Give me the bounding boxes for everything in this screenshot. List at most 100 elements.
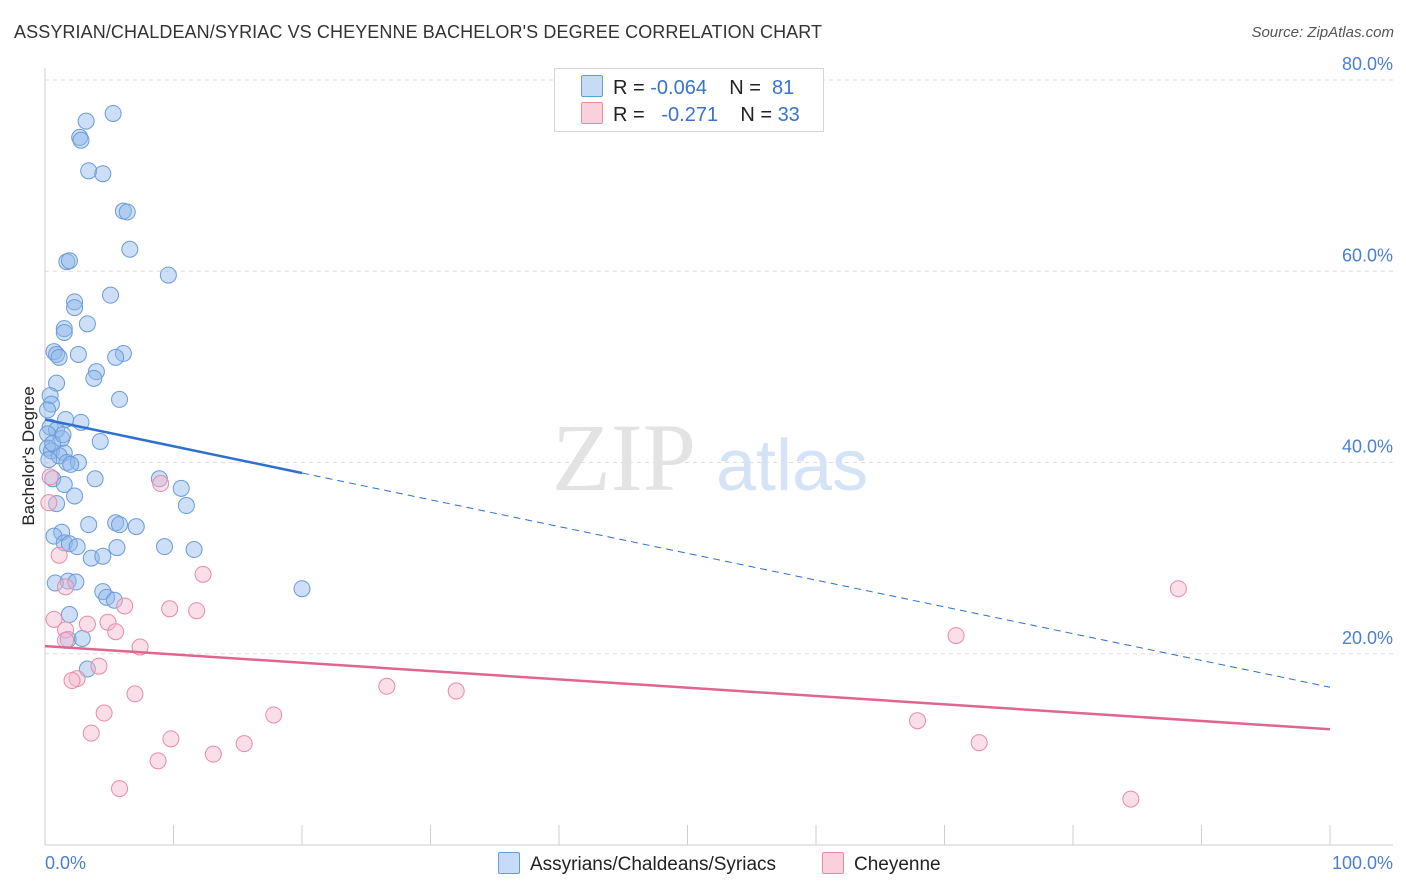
watermark-zip: ZIP — [552, 404, 696, 511]
point-assyrians — [293, 580, 311, 598]
point-cheyenne — [95, 704, 113, 722]
trend-layer — [44, 418, 1331, 731]
point-cheyenne — [41, 468, 59, 486]
point-cheyenne — [90, 657, 108, 675]
point-assyrians — [177, 497, 195, 515]
point-assyrians — [87, 363, 105, 381]
point-assyrians — [111, 390, 129, 408]
point-cheyenne — [107, 623, 125, 641]
source-label: Source: ZipAtlas.com — [1251, 24, 1394, 41]
point-cheyenne — [909, 712, 927, 730]
point-assyrians — [107, 348, 125, 366]
legend-r-label: R = — [613, 77, 645, 99]
point-assyrians — [80, 516, 98, 534]
point-assyrians — [41, 387, 59, 405]
point-assyrians — [50, 348, 68, 366]
trendline-assyrians-solid — [44, 418, 303, 475]
point-cheyenne — [1169, 580, 1187, 598]
point-cheyenne — [378, 677, 396, 695]
point-cheyenne — [57, 578, 75, 596]
point-cheyenne — [162, 730, 180, 748]
bottom-legend-swatch — [822, 852, 844, 874]
point-cheyenne — [126, 685, 144, 703]
x-tick-label-min: 0.0% — [45, 853, 86, 873]
point-assyrians — [39, 401, 57, 419]
point-assyrians — [60, 606, 78, 624]
point-cheyenne — [152, 475, 170, 493]
y-tick-label: 60.0% — [1342, 245, 1393, 265]
point-cheyenne — [111, 780, 129, 798]
point-assyrians — [55, 475, 73, 493]
legend-n-value: 33 — [777, 104, 800, 126]
watermark-atlas: atlas — [716, 426, 868, 506]
y-tick-label: 20.0% — [1342, 628, 1393, 648]
y-axis-label: Bachelor's Degree — [19, 386, 38, 525]
point-cheyenne — [63, 672, 81, 690]
point-cheyenne — [188, 602, 206, 620]
point-cheyenne — [40, 494, 58, 512]
point-assyrians — [105, 591, 123, 609]
point-assyrians — [77, 112, 95, 130]
point-assyrians — [172, 479, 190, 497]
point-cheyenne — [50, 546, 68, 564]
stats-legend: R = -0.064 N = 81 R = -0.271 N = 33 — [554, 68, 824, 132]
point-cheyenne — [116, 597, 134, 615]
point-assyrians — [118, 203, 136, 221]
watermark: ZIP atlas — [552, 404, 868, 511]
point-assyrians — [55, 534, 73, 552]
chart-title: ASSYRIAN/CHALDEAN/SYRIAC VS CHEYENNE BAC… — [14, 22, 823, 42]
bottom-legend-swatch — [498, 852, 520, 874]
point-assyrians — [54, 426, 72, 444]
point-cheyenne — [235, 735, 253, 753]
point-assyrians — [80, 162, 98, 180]
point-assyrians — [69, 345, 87, 363]
legend-n-label: N = — [740, 104, 772, 126]
point-assyrians — [121, 240, 139, 258]
bottom-legend-cheyenne: Cheyenne — [822, 852, 941, 876]
point-assyrians — [66, 293, 84, 311]
point-assyrians — [85, 369, 103, 387]
point-cheyenne — [78, 615, 96, 633]
point-assyrians — [78, 315, 96, 333]
point-assyrians — [127, 518, 145, 536]
point-assyrians — [60, 252, 78, 270]
point-assyrians — [91, 432, 109, 450]
point-assyrians — [104, 104, 122, 122]
points-layer — [39, 104, 1187, 808]
point-cheyenne — [204, 745, 222, 763]
point-assyrians — [185, 541, 203, 559]
point-assyrians — [114, 344, 132, 362]
bottom-legend-label: Assyrians/Chaldeans/Syriacs — [530, 854, 777, 875]
legend-swatch-assyrians — [581, 75, 603, 97]
point-cheyenne — [265, 706, 283, 724]
legend-swatch-cheyenne — [581, 102, 603, 124]
point-assyrians — [45, 527, 63, 545]
legend-row-cheyenne: R = -0.271 N = 33 — [581, 102, 800, 126]
point-assyrians — [55, 320, 73, 338]
point-cheyenne — [194, 565, 212, 583]
point-assyrians — [72, 131, 90, 149]
point-assyrians — [62, 455, 80, 473]
point-assyrians — [102, 286, 120, 304]
trendline-cheyenne — [44, 644, 1331, 731]
point-assyrians — [68, 538, 86, 556]
point-cheyenne — [45, 610, 63, 628]
point-assyrians — [55, 323, 73, 341]
point-cheyenne — [1122, 790, 1140, 808]
point-cheyenne — [947, 627, 965, 645]
point-assyrians — [46, 574, 64, 592]
y-tick-label: 40.0% — [1342, 437, 1393, 457]
point-cheyenne — [447, 682, 465, 700]
point-assyrians — [67, 573, 85, 591]
legend-row-assyrians: R = -0.064 N = 81 — [581, 75, 794, 99]
point-assyrians — [159, 266, 177, 284]
grid-layer — [45, 79, 1393, 655]
legend-r-value: -0.271 — [661, 104, 719, 126]
legend-n-label: N = — [729, 77, 761, 99]
point-assyrians — [94, 165, 112, 183]
point-assyrians — [66, 487, 84, 505]
point-assyrians — [66, 299, 84, 317]
bottom-legend-assyrians: Assyrians/Chaldeans/Syriacs — [498, 852, 776, 876]
point-assyrians — [48, 345, 66, 363]
